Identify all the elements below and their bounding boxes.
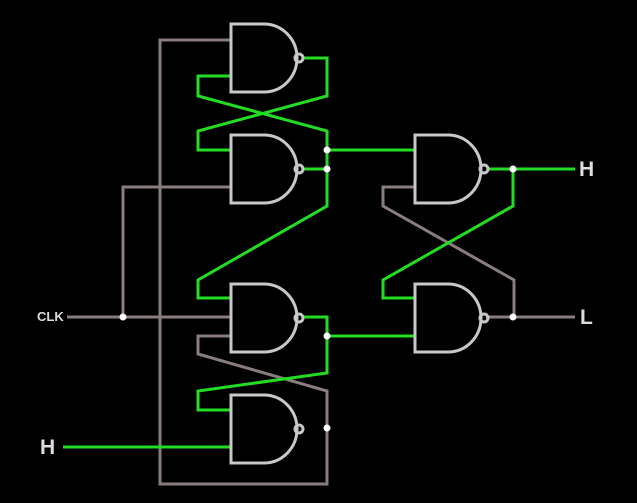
output-q-bar-label: L (580, 306, 593, 329)
low-wires (67, 38, 575, 486)
nand-bubble-5 (478, 163, 490, 175)
nand-bubble-3 (293, 312, 305, 324)
wire-cross-top-c (196, 74, 329, 150)
nand-bubble-1 (293, 52, 305, 64)
nand-bubble-6 (478, 312, 490, 324)
wire-gate2-to-gate3 (196, 169, 329, 300)
nand-gate-5 (413, 133, 490, 205)
nand-gate-2 (229, 133, 305, 205)
junctions (119, 146, 517, 432)
clk-label: CLK (37, 309, 64, 324)
junction-dot (323, 146, 331, 154)
wire-clk-branch (121, 185, 231, 317)
wire-cross-lower-grey (196, 334, 329, 428)
nand-bubble-4 (293, 423, 305, 435)
junction-dot (323, 165, 331, 173)
wire-gate3-to-gate4 (196, 336, 329, 412)
wire-cross-latch-grey (381, 185, 516, 317)
high-wires (63, 56, 575, 449)
nand-gate-4 (229, 393, 305, 465)
junction-dot (119, 313, 127, 321)
junction-dot (509, 165, 517, 173)
output-q-label: H (579, 158, 594, 181)
junction-dot (509, 313, 517, 321)
nand-gates (229, 22, 490, 465)
nand-gate-3 (229, 282, 305, 354)
nand-bubble-2 (293, 163, 305, 175)
input-d-label: H (40, 436, 55, 459)
nand-gate-6 (413, 282, 490, 354)
nand-gate-1 (229, 22, 305, 94)
junction-dot (323, 332, 331, 340)
wire-cross-latch-green (381, 169, 515, 300)
wire-gate3-out (302, 315, 415, 338)
junction-dot (323, 424, 331, 432)
wire-feedback-loop (158, 38, 329, 486)
